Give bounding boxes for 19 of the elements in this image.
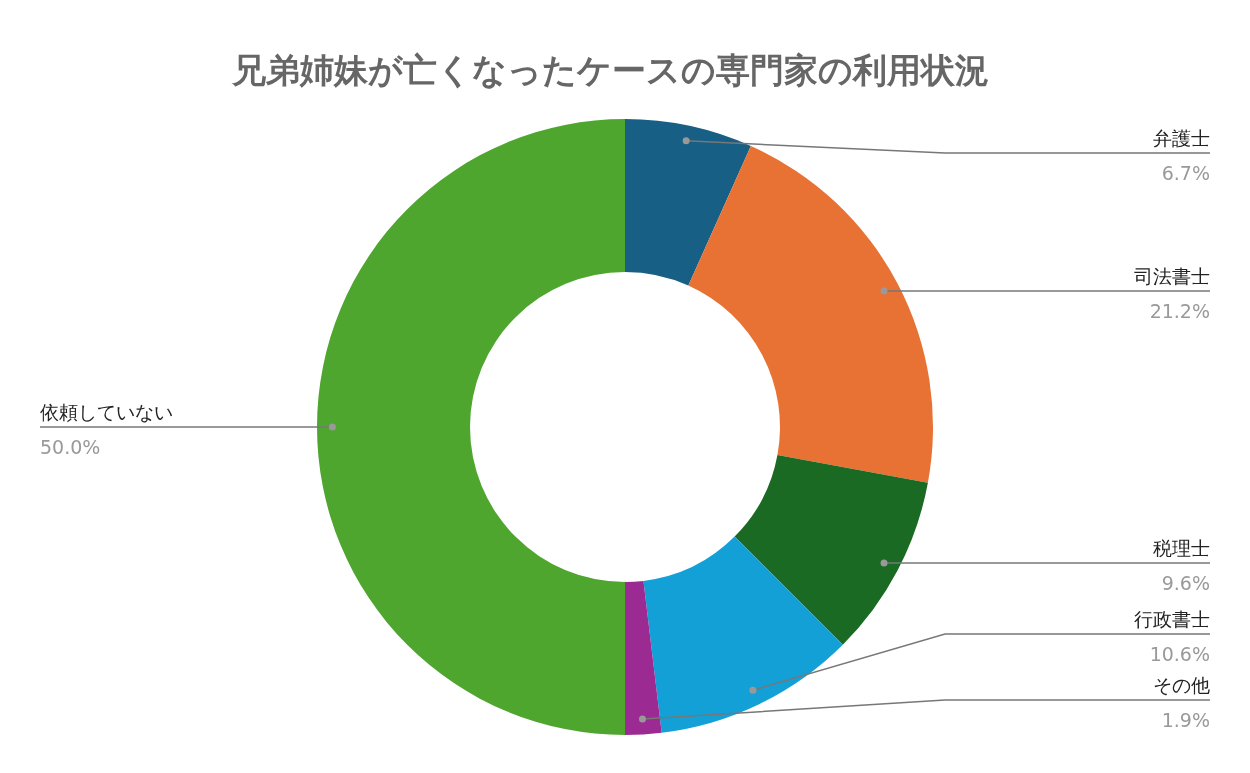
data-label: 21.2% [1149, 299, 1210, 322]
donut-slice [625, 580, 662, 735]
donut-slice [317, 119, 625, 735]
slice-label: 税理士 [1153, 537, 1210, 560]
data-label: 6.7% [1161, 162, 1210, 184]
data-label: 10.6% [1149, 643, 1210, 665]
data-label: 50.0% [40, 436, 101, 458]
data-label: 1.9% [1161, 709, 1210, 731]
data-label: 9.6% [1161, 572, 1210, 595]
donut-slice [625, 119, 751, 286]
donut-slice [688, 145, 933, 483]
slice-label: 依頼していない [40, 401, 173, 423]
slice-label: 司法書士 [1134, 264, 1210, 287]
donut-slice [643, 536, 843, 733]
chart-title: 兄弟姉妹が亡くなったケースの専門家の利用状況 [230, 50, 989, 90]
slice-label: 弁護士 [1153, 127, 1210, 149]
slice-label: その他 [1153, 674, 1210, 696]
donut-slice [734, 455, 928, 645]
slice-label: 行政書士 [1134, 608, 1210, 630]
